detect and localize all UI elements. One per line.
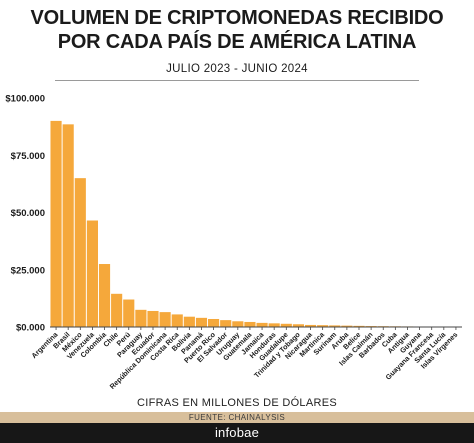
chart-title-line-1: VOLUMEN DE CRIPTOMONEDAS RECIBIDO	[30, 7, 444, 29]
bar	[86, 220, 98, 327]
bar	[256, 322, 268, 327]
source-bar: FUENTE: CHAINALYSIS	[0, 412, 474, 423]
bar	[98, 264, 111, 327]
bar	[244, 321, 256, 327]
bar	[304, 324, 317, 327]
bar	[220, 320, 232, 327]
chart-subtitle: JULIO 2023 - JUNIO 2024	[166, 63, 308, 75]
bar	[232, 321, 244, 327]
bar-chart: $0.000$25.000$50.000$75.000$100.000Argen…	[5, 94, 462, 391]
y-tick-label: $25.000	[11, 265, 45, 276]
chart-title: VOLUMEN DE CRIPTOMONEDAS RECIBIDO POR CA…	[0, 6, 474, 54]
bar	[147, 310, 159, 327]
y-tick-label: $0.000	[16, 323, 45, 334]
y-tick-label: $75.000	[11, 151, 45, 162]
chart-title-line-2: POR CADA PAÍS DE AMÉRICA LATINA	[57, 31, 417, 53]
bar	[50, 120, 62, 328]
y-tick-label: $100.000	[5, 94, 45, 105]
brand-bar: infobae	[0, 423, 474, 443]
bar	[171, 314, 183, 327]
bar	[268, 323, 280, 327]
bar	[62, 124, 74, 327]
bar	[135, 309, 147, 327]
brand-logo: infobae	[214, 425, 260, 440]
title-divider	[55, 80, 419, 81]
bar	[317, 325, 329, 327]
bar	[111, 293, 123, 327]
bar	[195, 317, 208, 327]
units-note: CIFRAS EN MILLONES DE DÓLARES	[136, 397, 338, 409]
bar	[353, 325, 365, 327]
bar	[292, 324, 304, 327]
bar	[208, 318, 220, 327]
bar	[159, 312, 171, 327]
bar	[123, 299, 135, 327]
bar	[280, 323, 292, 327]
y-tick-label: $50.000	[11, 208, 45, 219]
bar	[183, 316, 195, 327]
bar	[329, 325, 341, 327]
bar	[341, 325, 353, 327]
source-label: FUENTE: CHAINALYSIS	[188, 413, 286, 422]
bar	[74, 178, 86, 327]
